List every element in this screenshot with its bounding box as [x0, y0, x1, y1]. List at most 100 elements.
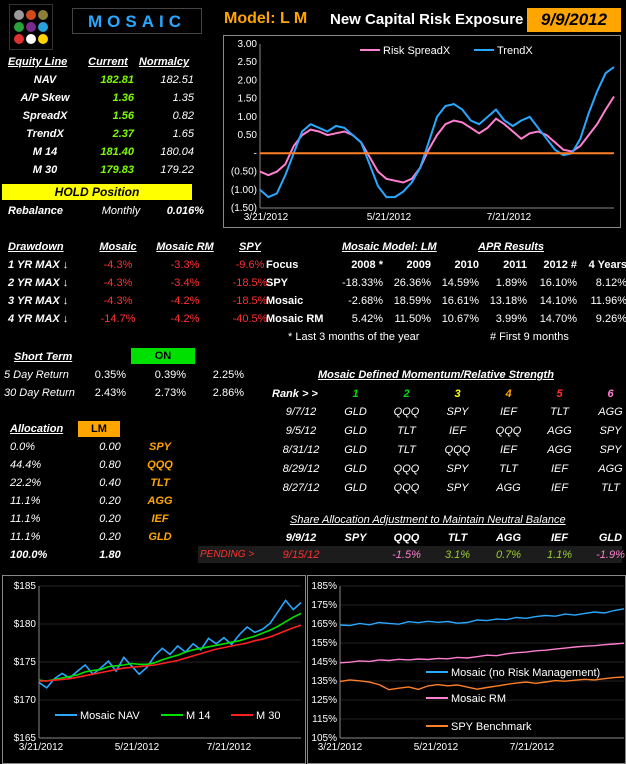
- results-value: 3.99%: [495, 313, 527, 325]
- share-adj-values: 9/15/12 -1.5% 3.1% 0.7% 1.1% -1.9%: [272, 549, 626, 561]
- rebalance-row: Rebalance Monthly 0.016%: [8, 205, 204, 217]
- drawdown-rm: -4.2%: [170, 313, 200, 325]
- share-adj-title: Share Allocation Adjustment to Maintain …: [290, 514, 566, 526]
- allocation-total: 100.0% 1.80: [10, 549, 121, 561]
- equity-row: SpreadX 1.56 0.82: [8, 110, 194, 122]
- momentum-symbol: QQQ: [393, 463, 420, 475]
- share-adj-col: QQQ: [393, 532, 420, 544]
- short-term-label: 30 Day Return: [4, 387, 75, 399]
- results-label: SPY: [266, 277, 289, 289]
- share-adj-value: [330, 549, 381, 561]
- results-value: 5.42%: [351, 313, 383, 325]
- page-title: New Capital Risk Exposure: [330, 11, 524, 28]
- drawdown-spy: -9.6%: [235, 259, 265, 271]
- legend-label: Risk SpreadX: [383, 45, 451, 57]
- equity-current: 182.81: [100, 74, 134, 86]
- momentum-title: Mosaic Defined Momentum/Relative Strengt…: [318, 369, 554, 381]
- momentum-symbol: SPY: [446, 482, 469, 494]
- y-tick-label: -: [254, 148, 257, 159]
- equity-row: M 30 179.83 179.22: [8, 164, 194, 176]
- short-term-row: 30 Day Return 2.43% 2.73% 2.86%: [4, 387, 244, 399]
- equity-header: Equity Line Current Normalcy: [8, 56, 190, 68]
- y-tick-label: 1.50: [238, 94, 258, 105]
- rank-number: 2: [403, 388, 410, 400]
- momentum-date: 8/27/12: [282, 482, 320, 494]
- momentum-symbol: IEF: [550, 482, 569, 494]
- short-term-a: 0.35%: [94, 369, 126, 381]
- equity-label: TrendX: [26, 128, 64, 140]
- results-value: 8.12%: [595, 277, 626, 289]
- allocation-row: 11.1% 0.20 AGG: [10, 495, 190, 507]
- momentum-symbol: TLT: [397, 444, 416, 456]
- share-adj-value: 3.1%: [444, 549, 471, 561]
- legend-label: M 14: [186, 710, 210, 722]
- drawdown-mosaic: -4.3%: [103, 259, 133, 271]
- momentum-row: 8/31/12 GLD TLT QQQ IEF AGG SPY: [272, 444, 626, 456]
- momentum-symbol: IEF: [499, 406, 518, 418]
- chart2-legend: Mosaic NAV M 14 M 30: [55, 710, 280, 722]
- share-adj-value: 0.7%: [495, 549, 522, 561]
- y-tick-label: (0.50): [231, 167, 257, 178]
- short-term-title: Short Term: [14, 351, 73, 363]
- momentum-symbol: QQQ: [495, 425, 522, 437]
- results-value: 16.61%: [441, 295, 479, 307]
- allocation-title: Allocation: [10, 423, 64, 435]
- position-badge: HOLD Position: [2, 184, 192, 200]
- momentum-date: 9/7/12: [285, 406, 317, 418]
- y-tick-label: 185%: [311, 581, 337, 592]
- drawdown-mosaic: -4.3%: [103, 277, 133, 289]
- drawdown-spy: -18.5%: [232, 295, 268, 307]
- momentum-date: 8/31/12: [282, 444, 320, 456]
- y-tick-label: 105%: [311, 733, 337, 744]
- allocation-symbol: QQQ: [147, 459, 173, 471]
- short-term-label: 5 Day Return: [4, 369, 69, 381]
- rank-number: 5: [556, 388, 563, 400]
- momentum-symbol: AGG: [547, 444, 572, 456]
- series-line-risk-spreadx: [259, 95, 615, 184]
- results-value: 11.96%: [590, 295, 626, 307]
- y-tick-label: $180: [14, 619, 37, 630]
- drawdown-spy: -40.5%: [232, 313, 268, 325]
- spread-trend-svg: 3.00 2.50 2.00 1.50 1.00 0.50 - (0.50) (1.00) (1.…: [231, 39, 615, 223]
- momentum-symbol: AGG: [598, 463, 623, 475]
- allocation-weight: 0.80: [99, 459, 121, 471]
- share-adj-col: AGG: [495, 532, 522, 544]
- equity-label: SpreadX: [22, 110, 68, 122]
- momentum-symbol: IEF: [499, 444, 518, 456]
- results-title-apr: APR Results: [478, 241, 545, 253]
- results-row: Mosaic RM 5.42% 11.50% 10.67% 3.99% 14.70% 9.2…: [266, 313, 626, 325]
- results-value: 1.89%: [495, 277, 527, 289]
- equity-normalcy: 0.82: [172, 110, 194, 122]
- logo-dots: [14, 10, 48, 44]
- share-adj-pending-bar: [198, 546, 622, 563]
- legend-label: Mosaic RM: [451, 693, 506, 705]
- drawdown-row: 2 YR MAX ↓ -4.3% -3.4% -18.5%: [8, 277, 278, 289]
- allocation-weight: 0.00: [99, 441, 121, 453]
- allocation-symbol: IEF: [151, 513, 169, 525]
- allocation-weight: 0.40: [99, 477, 121, 489]
- series-line-m-14: [38, 612, 302, 682]
- results-header: Focus 2008 * 2009 2010 2011 2012 # 4 Years: [266, 259, 626, 271]
- equity-current: 2.37: [112, 128, 134, 140]
- equity-label: NAV: [33, 74, 57, 86]
- short-term-b: 0.39%: [154, 369, 186, 381]
- results-value: 10.67%: [441, 313, 479, 325]
- momentum-symbol: SPY: [446, 463, 469, 475]
- allocation-symbol: GLD: [148, 531, 172, 543]
- results-value: 14.59%: [441, 277, 479, 289]
- results-value: 14.10%: [539, 295, 577, 307]
- y-tick-label: $175: [14, 657, 37, 668]
- y-tick-label: $170: [14, 695, 37, 706]
- results-col-header: 2011: [503, 259, 527, 271]
- drawdown-spy: -18.5%: [232, 277, 268, 289]
- y-tick-label: 155%: [311, 638, 337, 649]
- x-tick-label: 3/21/2012: [19, 742, 64, 753]
- equity-current: 1.36: [112, 92, 134, 104]
- y-tick-label: 2.50: [238, 57, 258, 68]
- short-term-status: ON: [131, 348, 195, 364]
- share-adj-header: 9/9/12 SPY QQQ TLT AGG IEF GLD: [272, 532, 626, 544]
- y-tick-label: 2.00: [238, 75, 258, 86]
- momentum-symbol: GLD: [344, 482, 367, 494]
- results-label: Mosaic RM: [266, 313, 324, 325]
- results-value: -18.33%: [342, 277, 383, 289]
